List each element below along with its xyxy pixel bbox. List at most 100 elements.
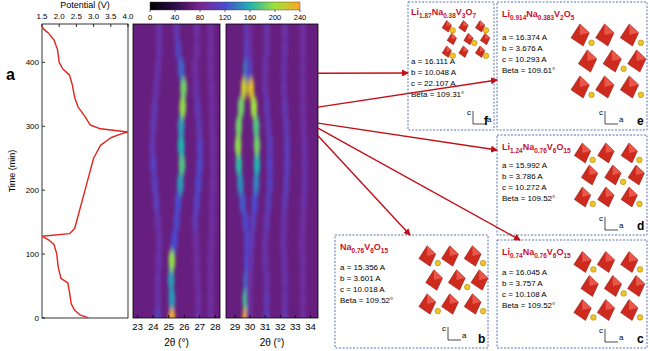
cation-sphere [483, 53, 489, 59]
structure-panel: a = 16.111 Ab = 10.048 Ac = 22.107 ABeta… [408, 2, 494, 130]
cation-sphere [472, 40, 478, 46]
cation-sphere [435, 308, 441, 314]
line-plot-area [42, 27, 128, 318]
lattice-parameter: c = 10.272 A [502, 183, 547, 192]
octahedron [597, 252, 614, 273]
lattice-parameter: c = 10.108 A [502, 290, 547, 299]
plot-frame [226, 24, 318, 318]
octahedron-facet [447, 46, 452, 52]
axis-letter: c [442, 324, 446, 333]
octahedron [448, 270, 465, 290]
structure-panels: a = 15.356 Ab = 3.601 Ac = 10.018 ABeta … [335, 2, 647, 348]
y-tick [42, 318, 45, 319]
lattice-parameter: a = 16.111 A [411, 57, 456, 66]
octahedron-facet [582, 252, 591, 263]
formula-subscript: 0.38 [443, 12, 456, 19]
octahedron-facet [457, 270, 466, 280]
panel-letter: d [637, 219, 644, 233]
x-tick-label: 24 [148, 321, 159, 332]
formula: Li0.914Na0.383V2O5 [502, 9, 575, 21]
peak-cell [246, 24, 253, 42]
octahedron-facet [472, 246, 481, 256]
octahedron [419, 246, 436, 266]
heatmap-area [133, 24, 220, 318]
time-arrow [318, 136, 410, 235]
structure-panel: a = 15.356 Ab = 3.601 Ac = 10.018 ABeta … [335, 235, 488, 348]
axis-arrow [605, 342, 618, 343]
formula: Li1.24Na0.76V6O15 [502, 142, 571, 154]
cation-sphere [464, 284, 470, 290]
structure-panel: a = 16.374 Ab = 3.676 Ac = 10.293 ABeta … [497, 2, 647, 130]
octahedron-facet [452, 33, 457, 39]
octahedron-facet [605, 24, 615, 35]
cation-sphere [591, 267, 597, 273]
panel-frame [497, 135, 647, 235]
formula-subscript: 0.76 [534, 252, 547, 259]
octahedron-facet [605, 76, 615, 87]
octahedron-facet [450, 246, 459, 256]
octahedron-facet [434, 270, 443, 280]
lattice-parameter: b = 3.786 A [502, 172, 543, 181]
colorbar-tick-label: 0 [148, 13, 152, 22]
octahedron-facet [463, 21, 468, 27]
axis-letter: a [619, 115, 624, 124]
peak-cell [173, 24, 180, 42]
cation-sphere [621, 66, 627, 72]
formula-subscript: 0.74 [510, 252, 523, 259]
octahedron [620, 76, 638, 98]
octahedron-facet [612, 50, 622, 61]
lattice-parameter: b = 3.757 A [502, 279, 543, 288]
panel-label: a [6, 66, 15, 83]
octahedron-facet [450, 294, 459, 304]
time-arrow [318, 80, 497, 107]
octahedron-facet [629, 76, 638, 87]
time-arrows [318, 73, 520, 240]
time-arrow [318, 128, 520, 240]
heatmap-peaks [149, 24, 216, 318]
axis-letter: a [487, 115, 492, 124]
octahedron [426, 270, 443, 290]
peak-cell [300, 24, 307, 42]
octahedron [464, 294, 481, 314]
octahedron-facet [427, 294, 436, 304]
cation-sphere [637, 201, 643, 207]
panel-letter: c [637, 332, 644, 346]
axis-letter: c [467, 108, 471, 117]
x-axis-title: 2θ (°) [260, 337, 285, 348]
panel-frame [497, 2, 647, 130]
x-tick-label: 34 [305, 321, 316, 332]
x-tick [250, 315, 251, 318]
octahedron [578, 50, 596, 72]
cation-sphere [480, 308, 486, 314]
axis-letter: c [599, 326, 603, 335]
cation-sphere [483, 28, 489, 34]
octahedron-facet [582, 300, 591, 311]
cation-sphere [638, 92, 644, 98]
lattice-parameter: b = 3.676 A [502, 44, 543, 53]
octahedron [604, 276, 621, 297]
formula-element: O [556, 142, 563, 152]
axis-letter: c [599, 214, 603, 223]
lattice-parameter: a = 15.356 A [340, 263, 386, 272]
axis-arrow [605, 217, 606, 230]
peak-cell [207, 24, 214, 42]
octahedron [621, 187, 637, 207]
formula-subscript: 0.76 [352, 247, 365, 254]
octahedron-facet [606, 300, 615, 311]
axis-arrow [448, 327, 449, 340]
formula: Li1.87Na0.38V3O7 [411, 7, 476, 19]
x-tick-label: 29 [230, 321, 241, 332]
octahedron [574, 252, 591, 273]
colorbar-tick [225, 10, 226, 12]
colorbar-tick [175, 10, 176, 12]
x-tick-label: 28 [210, 321, 221, 332]
axis-arrow [448, 340, 461, 341]
y-tick [42, 126, 45, 127]
octahedron [628, 276, 645, 297]
axis-arrow [605, 124, 618, 125]
octahedron [598, 143, 614, 163]
axis-arrow [605, 230, 618, 231]
x-tick [310, 315, 311, 318]
octahedron-facet [580, 24, 589, 35]
axis-letter: c [599, 108, 603, 117]
